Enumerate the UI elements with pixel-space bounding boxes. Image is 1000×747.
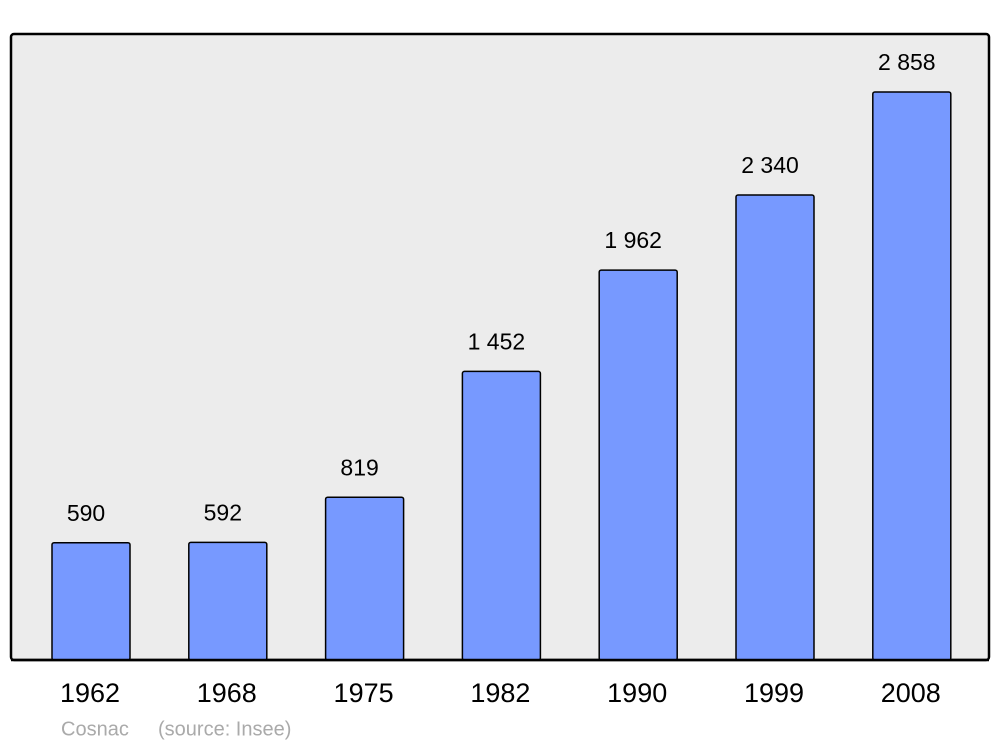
bar <box>735 194 815 661</box>
x-tick-label: 1975 <box>334 678 394 708</box>
bar <box>872 91 952 661</box>
value-label: 819 <box>340 454 378 480</box>
value-label: 1 962 <box>604 227 662 253</box>
x-tick-label: 1962 <box>60 678 120 708</box>
place-name: Cosnac <box>61 718 129 740</box>
bar <box>598 269 678 661</box>
bar <box>188 541 268 661</box>
value-label: 2 340 <box>741 152 799 178</box>
x-tick-label: 2008 <box>881 678 941 708</box>
x-tick-label: 1999 <box>744 678 804 708</box>
bar <box>51 541 131 661</box>
x-tick-label: 1968 <box>197 678 257 708</box>
bar <box>324 496 405 661</box>
source-note: (source: Insee) <box>158 718 291 740</box>
value-label: 592 <box>204 499 242 525</box>
value-label: 1 452 <box>468 329 526 355</box>
x-tick-label: 1982 <box>470 678 530 708</box>
x-tick-label: 1990 <box>607 678 667 708</box>
value-label: 2 858 <box>878 49 936 75</box>
value-label: 590 <box>67 500 105 526</box>
bar <box>461 370 542 661</box>
